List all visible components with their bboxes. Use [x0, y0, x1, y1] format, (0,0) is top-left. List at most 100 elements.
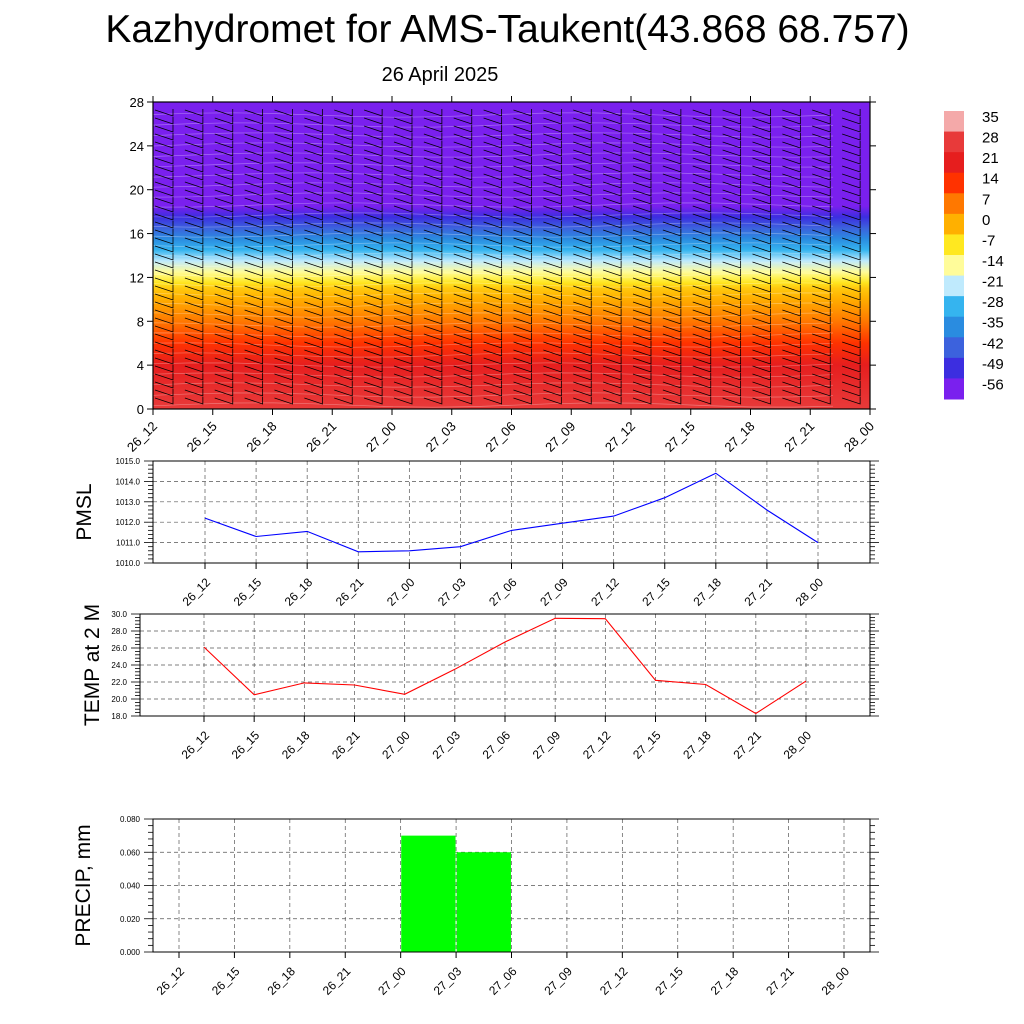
wind-barb — [543, 349, 562, 357]
wind-barb — [662, 213, 682, 221]
heatmap-x-tick-label: 26_12 — [124, 419, 160, 455]
wind-barb — [722, 373, 742, 381]
wind-barb — [453, 269, 473, 277]
wind-barb — [602, 333, 622, 341]
wind-barb — [244, 317, 264, 325]
wind-barb — [453, 389, 473, 397]
temp-panel-x-tick-label: 27_12 — [580, 728, 614, 762]
wind-barb — [543, 293, 562, 301]
wind-barb — [812, 125, 831, 133]
wind-barb — [304, 309, 323, 317]
wind-barb — [513, 301, 532, 309]
wind-barb — [722, 341, 742, 349]
wind-barb — [841, 205, 861, 213]
wind-barb — [214, 213, 234, 221]
pmsl-panel-y-tick-label: 1014.0 — [116, 477, 141, 486]
wind-barb — [483, 309, 503, 317]
wind-barb — [423, 109, 443, 117]
wind-barb — [513, 117, 532, 125]
wind-barb — [334, 293, 353, 301]
wind-barb — [393, 237, 413, 245]
pmsl-panel-x-tick-label: 27_09 — [537, 575, 571, 609]
wind-barb — [543, 165, 562, 173]
wind-barb — [214, 389, 234, 397]
wind-barb — [841, 373, 861, 381]
wind-barb — [692, 285, 712, 293]
wind-barb — [304, 333, 323, 341]
wind-barb — [363, 325, 383, 333]
wind-barb — [363, 149, 383, 157]
wind-barb — [602, 357, 622, 365]
wind-barb — [722, 317, 742, 325]
wind-barb — [334, 333, 353, 341]
wind-barb — [483, 213, 503, 221]
wind-barb — [304, 349, 323, 357]
colorbar-label: 14 — [982, 171, 999, 188]
wind-barb — [214, 141, 234, 149]
wind-barb — [304, 229, 323, 237]
wind-barb — [274, 173, 293, 181]
wind-barb — [304, 165, 323, 173]
wind-barb — [304, 261, 323, 269]
wind-barb — [244, 245, 264, 253]
wind-barb — [632, 245, 652, 253]
wind-barb — [692, 165, 712, 173]
wind-barb — [214, 109, 234, 117]
wind-barb — [602, 189, 622, 197]
wind-barb — [692, 117, 712, 125]
wind-barb — [244, 157, 264, 165]
wind-barb — [363, 333, 383, 341]
wind-barb — [782, 117, 801, 125]
wind-barb — [543, 197, 562, 205]
wind-barb — [782, 237, 801, 245]
wind-barb — [513, 125, 532, 133]
wind-barb — [274, 317, 293, 325]
wind-barb — [334, 309, 353, 317]
wind-barb — [334, 261, 353, 269]
temp-panel-x-tick-label: 26_15 — [229, 728, 263, 762]
wind-barb — [782, 365, 801, 373]
wind-barb — [214, 357, 234, 365]
wind-barb — [573, 341, 592, 349]
wind-barb — [782, 213, 801, 221]
wind-barb — [812, 229, 831, 237]
heatmap-x-tick-label: 26_18 — [243, 419, 279, 455]
wind-barb — [812, 357, 831, 365]
colorbar-label: -28 — [982, 294, 1004, 311]
wind-barb — [453, 165, 473, 173]
pmsl-panel-x-tick-label: 28_00 — [793, 575, 827, 609]
wind-barb — [154, 253, 174, 261]
wind-barb — [692, 213, 712, 221]
heatmap-y-tick-label: 24 — [130, 139, 144, 154]
temp-panel-x-tick-label: 28_00 — [781, 728, 815, 762]
wind-barb — [692, 253, 712, 261]
wind-barb — [692, 237, 712, 245]
wind-barb — [154, 309, 174, 317]
wind-barb — [662, 189, 682, 197]
wind-barb — [334, 141, 353, 149]
wind-barb — [782, 205, 801, 213]
wind-barb — [662, 293, 682, 301]
wind-barb — [244, 229, 264, 237]
precip-panel-x-tick-label: 26_21 — [320, 964, 354, 998]
wind-barb — [662, 277, 682, 285]
wind-barb — [752, 357, 771, 365]
wind-barb — [483, 373, 503, 381]
wind-barb — [662, 205, 682, 213]
colorbar-swatch — [944, 111, 964, 133]
wind-barb — [184, 293, 204, 301]
wind-barb — [154, 285, 174, 293]
wind-barb — [692, 189, 712, 197]
wind-barb — [752, 253, 771, 261]
wind-barb — [214, 173, 234, 181]
wind-barb — [722, 213, 742, 221]
wind-barb — [692, 325, 712, 333]
wind-barb — [752, 237, 771, 245]
wind-barb — [423, 341, 443, 349]
wind-barb — [363, 229, 383, 237]
wind-barb — [752, 365, 771, 373]
wind-barb — [841, 245, 861, 253]
wind-barb — [244, 333, 264, 341]
wind-barb — [752, 309, 771, 317]
wind-barb — [543, 325, 562, 333]
